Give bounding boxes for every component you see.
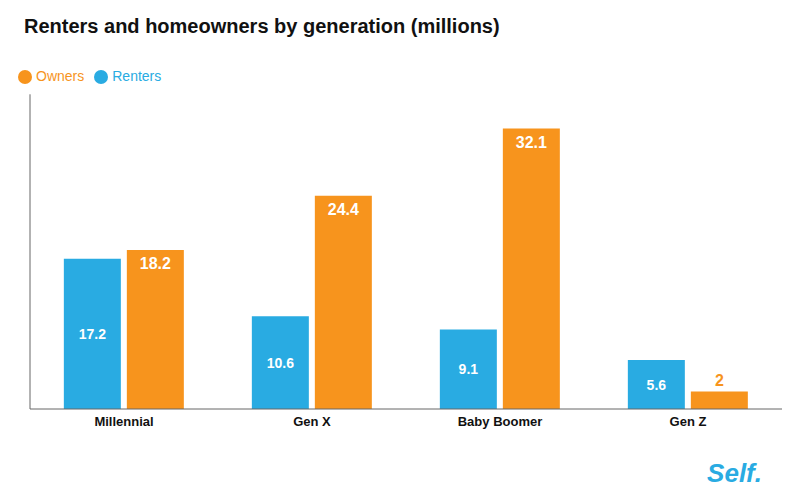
svg-text:18.2: 18.2 xyxy=(140,255,171,272)
svg-text:Baby Boomer: Baby Boomer xyxy=(458,414,543,429)
html-text:Self.: Self. xyxy=(707,458,762,488)
svg-text:32.1: 32.1 xyxy=(516,134,547,151)
svg-text:Millennial: Millennial xyxy=(94,414,153,429)
svg-text:10.6: 10.6 xyxy=(267,355,294,371)
svg-text:2: 2 xyxy=(715,372,724,389)
html-text:Renters: Renters xyxy=(112,68,162,84)
html-text:Owners: Owners xyxy=(36,68,85,84)
svg-text:Gen Z: Gen Z xyxy=(670,414,707,429)
svg-text:Gen X: Gen X xyxy=(293,414,331,429)
html-text:Renters and homeowners by gene: Renters and homeowners by generation (mi… xyxy=(24,15,500,37)
svg-text:17.2: 17.2 xyxy=(79,326,106,342)
svg-text:9.1: 9.1 xyxy=(459,361,479,377)
svg-text:5.6: 5.6 xyxy=(647,377,667,393)
svg-text:24.4: 24.4 xyxy=(328,201,359,218)
